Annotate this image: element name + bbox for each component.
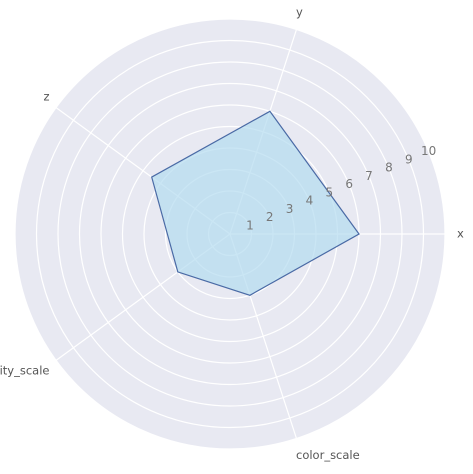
radial-tick-label: 5 <box>325 185 333 199</box>
radial-tick-label: 4 <box>306 194 314 208</box>
radial-tick-label: 6 <box>345 177 353 191</box>
category-label: x <box>457 227 464 241</box>
radial-tick-label: 10 <box>421 144 436 158</box>
radial-tick-label: 3 <box>286 202 294 216</box>
category-label: y <box>296 5 303 19</box>
category-label: clarity_scale <box>0 364 50 378</box>
radial-tick-label: 7 <box>365 169 373 183</box>
radial-tick-label: 8 <box>385 161 393 175</box>
category-label: color_scale <box>296 448 360 462</box>
radial-tick-label: 2 <box>266 210 274 224</box>
category-label: z <box>43 90 49 104</box>
radial-tick-label: 1 <box>246 218 254 232</box>
radial-tick-label: 9 <box>405 153 413 167</box>
